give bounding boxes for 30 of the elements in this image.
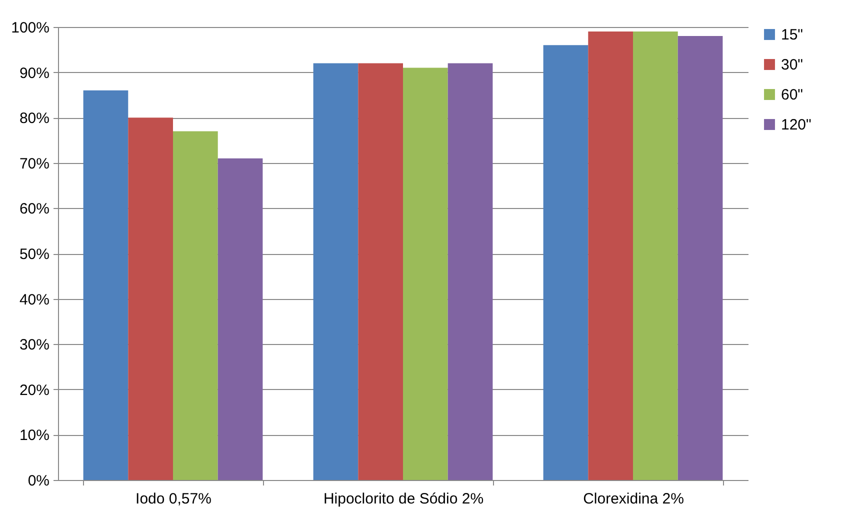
y-tick-label: 100% <box>11 20 50 36</box>
y-tick-label: 60% <box>19 200 50 218</box>
y-tick-label: 0% <box>28 472 50 490</box>
bar <box>83 90 128 480</box>
legend-label: 120" <box>781 116 812 134</box>
bar <box>358 63 403 480</box>
bar <box>128 118 173 480</box>
y-tick-label: 50% <box>19 246 50 263</box>
bar <box>403 68 448 480</box>
y-tick-label: 40% <box>19 291 50 308</box>
bar <box>313 63 358 480</box>
x-tick-label: Hipoclorito de Sódio 2% <box>323 490 484 508</box>
bar <box>678 36 723 480</box>
bar <box>173 131 218 480</box>
bar <box>633 32 678 480</box>
legend-label: 60" <box>781 86 804 104</box>
bar <box>588 32 633 480</box>
y-tick-label: 20% <box>19 382 50 399</box>
y-tick-label: 90% <box>19 64 50 82</box>
y-tick-label: 10% <box>19 427 50 444</box>
y-tick-label: 70% <box>19 155 50 172</box>
bar <box>218 158 263 480</box>
x-tick-label: Iodo 0,57% <box>136 490 212 508</box>
y-tick-label: 80% <box>19 110 50 128</box>
bar <box>448 63 493 480</box>
legend-label: 30" <box>781 56 804 74</box>
bar <box>543 45 588 480</box>
legend-label: 15" <box>781 26 804 44</box>
y-tick-label: 30% <box>19 336 50 354</box>
x-tick-label: Clorexidina 2% <box>583 490 684 508</box>
